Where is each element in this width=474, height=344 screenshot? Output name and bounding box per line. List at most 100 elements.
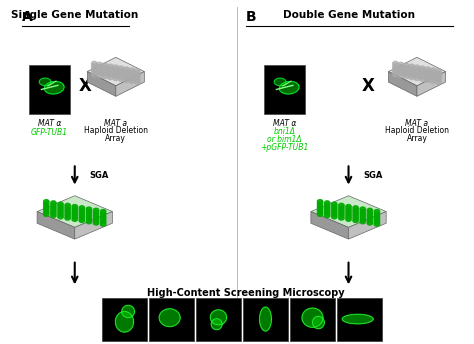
Circle shape	[331, 215, 337, 219]
Circle shape	[346, 212, 351, 216]
Circle shape	[392, 68, 398, 72]
Circle shape	[79, 216, 84, 220]
Circle shape	[374, 222, 380, 226]
Circle shape	[108, 64, 113, 68]
Circle shape	[113, 72, 118, 76]
Circle shape	[44, 200, 49, 204]
Circle shape	[338, 208, 344, 213]
Circle shape	[124, 69, 129, 73]
Circle shape	[65, 213, 70, 217]
Circle shape	[118, 77, 124, 82]
Polygon shape	[260, 307, 272, 331]
Circle shape	[392, 71, 398, 75]
Circle shape	[100, 222, 106, 226]
Circle shape	[79, 218, 84, 223]
Circle shape	[419, 77, 425, 82]
Circle shape	[100, 219, 106, 224]
Circle shape	[353, 208, 358, 213]
Circle shape	[51, 206, 56, 210]
Circle shape	[79, 208, 84, 213]
Circle shape	[102, 65, 108, 69]
Text: MAT α: MAT α	[273, 119, 296, 128]
Circle shape	[436, 76, 441, 80]
Circle shape	[86, 215, 91, 219]
Bar	[149, 298, 194, 341]
Circle shape	[108, 71, 113, 75]
Circle shape	[398, 67, 403, 71]
Circle shape	[102, 68, 108, 72]
Circle shape	[353, 213, 358, 217]
Circle shape	[79, 206, 84, 210]
Circle shape	[91, 64, 97, 68]
Circle shape	[409, 71, 414, 75]
Circle shape	[129, 68, 135, 72]
Circle shape	[360, 207, 365, 211]
Circle shape	[113, 67, 118, 72]
Circle shape	[409, 69, 414, 73]
Circle shape	[97, 71, 102, 75]
Polygon shape	[311, 212, 348, 239]
Polygon shape	[37, 196, 112, 227]
Circle shape	[374, 215, 380, 219]
Circle shape	[124, 76, 129, 80]
Text: A: A	[22, 10, 33, 24]
Circle shape	[367, 216, 373, 220]
Circle shape	[324, 206, 330, 210]
Circle shape	[72, 209, 77, 214]
Text: X: X	[362, 77, 374, 95]
FancyBboxPatch shape	[29, 65, 70, 114]
Circle shape	[436, 71, 441, 75]
Circle shape	[414, 69, 419, 74]
Circle shape	[58, 202, 63, 206]
Circle shape	[360, 209, 365, 214]
Polygon shape	[279, 82, 299, 94]
Circle shape	[324, 201, 330, 205]
Circle shape	[93, 216, 99, 220]
Circle shape	[367, 218, 373, 223]
Circle shape	[338, 213, 344, 217]
Circle shape	[430, 79, 436, 83]
Circle shape	[79, 211, 84, 215]
Text: +pGFP-TUB1: +pGFP-TUB1	[260, 143, 309, 152]
Circle shape	[317, 207, 323, 211]
Circle shape	[91, 71, 97, 75]
Circle shape	[419, 73, 425, 77]
Circle shape	[100, 212, 106, 216]
Circle shape	[86, 209, 91, 214]
Polygon shape	[311, 196, 386, 227]
Circle shape	[124, 72, 129, 76]
Circle shape	[317, 202, 323, 206]
Circle shape	[58, 205, 63, 209]
Circle shape	[124, 67, 129, 71]
Circle shape	[353, 216, 358, 220]
Circle shape	[51, 201, 56, 205]
Text: GFP-TUB1: GFP-TUB1	[31, 128, 68, 137]
Circle shape	[419, 75, 425, 79]
Circle shape	[113, 69, 118, 74]
Circle shape	[324, 208, 330, 213]
Circle shape	[86, 217, 91, 221]
Polygon shape	[87, 72, 116, 96]
Circle shape	[93, 208, 99, 212]
Text: Array: Array	[407, 134, 428, 143]
Circle shape	[58, 212, 63, 216]
Text: SGA: SGA	[363, 171, 383, 180]
Circle shape	[392, 64, 398, 68]
Circle shape	[403, 72, 409, 76]
Circle shape	[436, 69, 441, 73]
Text: High-Content Screening Microscopy: High-Content Screening Microscopy	[147, 288, 345, 298]
Circle shape	[398, 65, 403, 69]
Circle shape	[93, 218, 99, 223]
Polygon shape	[274, 78, 286, 86]
Circle shape	[135, 78, 140, 82]
Circle shape	[93, 221, 99, 225]
Circle shape	[414, 74, 419, 78]
Circle shape	[346, 215, 351, 219]
Circle shape	[403, 75, 409, 79]
Circle shape	[374, 209, 380, 214]
Circle shape	[86, 212, 91, 216]
Circle shape	[367, 208, 373, 212]
Circle shape	[367, 213, 373, 217]
Circle shape	[403, 68, 409, 72]
Circle shape	[135, 73, 140, 77]
